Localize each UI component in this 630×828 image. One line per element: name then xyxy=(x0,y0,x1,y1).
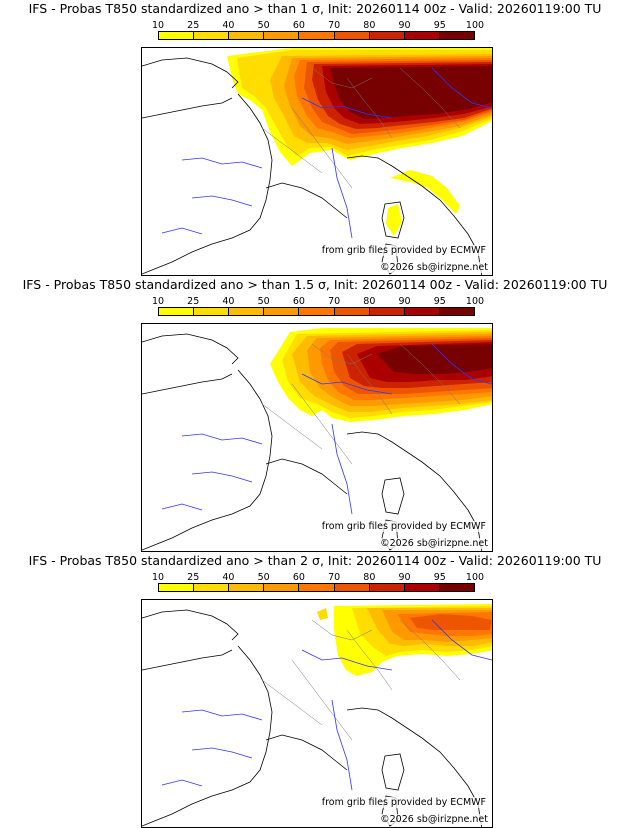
colorbar-segment xyxy=(299,32,335,39)
map-panel-1: IFS - Probas T850 standardized ano > tha… xyxy=(0,0,630,276)
colorbar-tick-label: 70 xyxy=(328,296,341,307)
colorbar xyxy=(158,307,475,316)
colorbar-tick-label: 40 xyxy=(222,296,235,307)
map-panel-3: IFS - Probas T850 standardized ano > tha… xyxy=(0,552,630,828)
colorbar-segment xyxy=(404,584,440,591)
colorbar-segment xyxy=(264,32,300,39)
map-panel-2: IFS - Probas T850 standardized ano > tha… xyxy=(0,276,630,552)
colorbar-tick-label: 90 xyxy=(398,572,411,583)
colorbar-tick-label: 80 xyxy=(363,296,376,307)
colorbar-segment xyxy=(229,584,265,591)
panel-title: IFS - Probas T850 standardized ano > tha… xyxy=(28,553,602,568)
colorbar-tick-label: 50 xyxy=(257,572,270,583)
panel-title: IFS - Probas T850 standardized ano > tha… xyxy=(28,1,602,16)
colorbar-segment xyxy=(159,32,195,39)
probability-map: from grib files provided by ECMWF ©2026 … xyxy=(141,323,493,552)
probability-map: from grib files provided by ECMWF ©2026 … xyxy=(141,47,493,276)
colorbar-segment xyxy=(439,32,474,39)
colorbar-segment xyxy=(299,308,335,315)
copyright-credit: ©2026 sb@irizpne.net xyxy=(380,262,488,273)
colorbar-tick-label: 10 xyxy=(151,572,165,583)
colorbar-segment xyxy=(369,32,405,39)
colorbar-tick-label: 50 xyxy=(257,296,270,307)
copyright-credit: ©2026 sb@irizpne.net xyxy=(380,814,488,825)
colorbar-segment xyxy=(369,584,405,591)
colorbar-tick-label: 100 xyxy=(465,296,485,307)
colorbar-segment xyxy=(439,584,474,591)
colorbar-segment xyxy=(264,584,300,591)
map-graphic xyxy=(142,48,492,275)
colorbar-tick-label: 90 xyxy=(398,296,411,307)
colorbar-segment xyxy=(439,308,474,315)
colorbar-tick-label: 25 xyxy=(187,20,200,31)
colorbar-segment xyxy=(159,308,195,315)
colorbar-segment xyxy=(334,584,370,591)
colorbar-tick-label: 80 xyxy=(363,572,376,583)
source-credit: from grib files provided by ECMWF xyxy=(321,245,486,256)
colorbar-tick-label: 95 xyxy=(433,20,446,31)
colorbar-tick-label: 25 xyxy=(187,572,200,583)
colorbar-tick-label: 25 xyxy=(187,296,200,307)
colorbar-tick-label: 50 xyxy=(257,20,270,31)
probability-map: from grib files provided by ECMWF ©2026 … xyxy=(141,599,493,828)
map-graphic xyxy=(142,604,492,827)
colorbar-tick-label: 95 xyxy=(433,296,446,307)
colorbar-tick-label: 60 xyxy=(292,20,305,31)
colorbar-labels: 10 25 40 50 60 70 80 90 95 100 xyxy=(152,296,484,307)
colorbar-tick-label: 95 xyxy=(433,572,446,583)
colorbar-tick-label: 10 xyxy=(151,20,165,31)
colorbar-labels: 10 25 40 50 60 70 80 90 95 100 xyxy=(152,572,484,583)
colorbar-tick-label: 90 xyxy=(398,20,411,31)
colorbar-tick-label: 70 xyxy=(328,572,341,583)
colorbar-tick-label: 100 xyxy=(465,572,485,583)
colorbar-segment xyxy=(299,584,335,591)
colorbar-tick-label: 100 xyxy=(465,20,485,31)
colorbar-segment xyxy=(194,584,230,591)
colorbar-tick-label: 70 xyxy=(328,20,341,31)
colorbar-segment xyxy=(334,308,370,315)
colorbar-segment xyxy=(264,308,300,315)
colorbar-segment xyxy=(159,584,195,591)
colorbar-tick-label: 80 xyxy=(363,20,376,31)
colorbar-tick-label: 40 xyxy=(222,20,235,31)
colorbar-labels: 10 25 40 50 60 70 80 90 95 100 xyxy=(152,20,484,31)
colorbar-segment xyxy=(194,308,230,315)
colorbar-segment xyxy=(404,308,440,315)
colorbar-segment xyxy=(369,308,405,315)
panel-title: IFS - Probas T850 standardized ano > tha… xyxy=(22,277,608,292)
colorbar xyxy=(158,31,475,40)
colorbar-segment xyxy=(229,32,265,39)
colorbar-tick-label: 60 xyxy=(292,572,305,583)
colorbar-tick-label: 10 xyxy=(151,296,165,307)
source-credit: from grib files provided by ECMWF xyxy=(321,521,486,532)
colorbar-tick-label: 60 xyxy=(292,296,305,307)
map-graphic xyxy=(142,328,492,551)
copyright-credit: ©2026 sb@irizpne.net xyxy=(380,538,488,549)
colorbar-segment xyxy=(194,32,230,39)
colorbar xyxy=(158,583,475,592)
colorbar-segment xyxy=(334,32,370,39)
colorbar-segment xyxy=(404,32,440,39)
colorbar-segment xyxy=(229,308,265,315)
source-credit: from grib files provided by ECMWF xyxy=(321,797,486,808)
colorbar-tick-label: 40 xyxy=(222,572,235,583)
